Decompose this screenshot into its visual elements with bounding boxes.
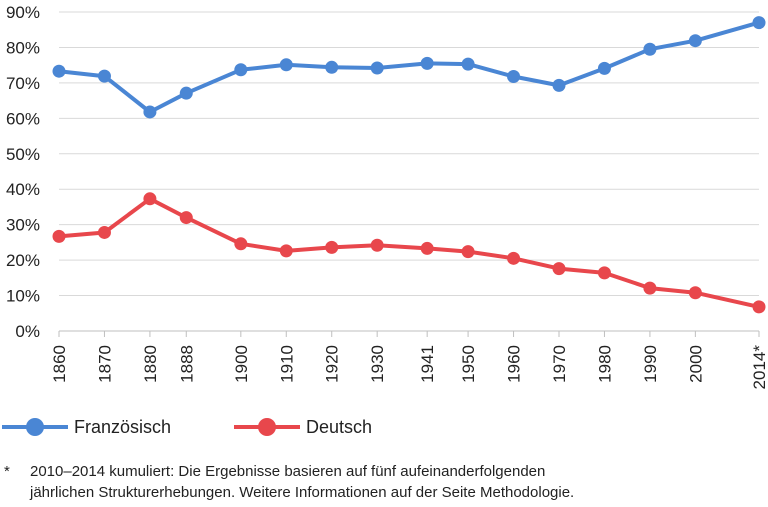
legend-label-franzoesisch: Französisch: [74, 416, 172, 437]
data-point-deutsch: [688, 286, 702, 300]
x-tick-label: 1920: [323, 345, 342, 383]
y-tick-label: 50%: [6, 145, 40, 164]
data-point-deutsch: [52, 229, 66, 243]
data-point-deutsch: [461, 245, 475, 259]
axes: [58, 330, 760, 337]
y-tick-label: 10%: [6, 287, 40, 306]
legend-item-deutsch: Deutsch: [234, 414, 372, 440]
legend-dot-deutsch: [258, 418, 276, 436]
data-point-franzoesisch: [234, 63, 248, 77]
data-point-deutsch: [143, 192, 157, 206]
data-point-franzoesisch: [325, 60, 339, 74]
data-point-deutsch: [643, 281, 657, 295]
x-tick-label: 1930: [368, 345, 387, 383]
legend-label-deutsch: Deutsch: [306, 416, 373, 437]
series-line-deutsch: [57, 196, 761, 309]
data-point-franzoesisch: [279, 58, 293, 72]
data-point-deutsch: [325, 240, 339, 254]
data-point-franzoesisch: [52, 64, 66, 78]
x-tick-label: 1860: [50, 345, 69, 383]
footnote-line-2: jährlichen Strukturerhebungen. Weitere I…: [30, 484, 575, 501]
footnote-marker: *: [4, 463, 10, 480]
data-point-franzoesisch: [97, 69, 111, 83]
data-point-franzoesisch: [420, 56, 434, 70]
line-chart: 0% 10% 20% 30% 40% 50% 60% 70% 80% 90% 1860 1870 188…: [6, 3, 768, 389]
data-point-deutsch: [370, 238, 384, 252]
footnote: * 2010–2014 kumuliert: Die Ergebnisse ba…: [4, 461, 764, 503]
tick-labels: 0% 10% 20% 30% 40% 50% 60% 70% 80% 90% 1860 1870 188…: [6, 3, 768, 389]
legend-item-franzoesisch: Französisch: [2, 414, 171, 440]
x-tick-label: 1950: [459, 345, 478, 383]
x-tick-label: 1900: [232, 345, 251, 383]
data-point-deutsch: [552, 262, 566, 276]
data-point-deutsch: [752, 300, 766, 314]
data-point-franzoesisch: [143, 105, 157, 119]
y-tick-label: 90%: [6, 3, 40, 22]
x-tick-label: 1870: [95, 345, 114, 383]
data-point-deutsch: [597, 266, 611, 280]
y-tick-label: 80%: [6, 38, 40, 57]
x-tick-label: 1980: [595, 345, 614, 383]
data-point-deutsch: [179, 211, 193, 225]
y-tick-label: 70%: [6, 74, 40, 93]
y-tick-label: 60%: [6, 109, 40, 128]
data-point-deutsch: [279, 244, 293, 258]
series-line-franzoesisch: [57, 20, 761, 114]
x-tick-label: 1960: [505, 345, 524, 383]
data-point-franzoesisch: [179, 86, 193, 100]
data-point-deutsch: [234, 237, 248, 251]
gridlines: [59, 11, 759, 297]
x-tick-label: 1990: [641, 345, 660, 383]
data-point-deutsch: [420, 241, 434, 255]
data-point-franzoesisch: [643, 42, 657, 56]
x-tick-label: 1880: [141, 345, 160, 383]
legend-marker-franzoesisch: [2, 414, 68, 440]
series-lines: [52, 16, 766, 314]
data-point-deutsch: [97, 225, 111, 239]
data-point-franzoesisch: [461, 57, 475, 71]
data-point-franzoesisch: [552, 78, 566, 92]
legend-dot-franzoesisch: [26, 418, 44, 436]
x-tick-label: 1888: [177, 345, 196, 383]
x-tick-label: 1970: [550, 345, 569, 383]
data-point-franzoesisch: [370, 61, 384, 75]
x-tick-label: 1941: [418, 345, 437, 383]
data-point-franzoesisch: [688, 34, 702, 48]
footnote-line-1: 2010–2014 kumuliert: Die Ergebnisse basi…: [30, 463, 546, 480]
data-point-franzoesisch: [507, 70, 521, 84]
x-tick-label: 2000: [686, 345, 705, 383]
legend: Französisch Deutsch: [0, 414, 768, 440]
x-tick-label: 2014*: [750, 345, 768, 390]
data-point-franzoesisch: [752, 16, 766, 30]
x-tick-label: 1910: [277, 345, 296, 383]
data-point-franzoesisch: [597, 61, 611, 75]
y-tick-label: 30%: [6, 216, 40, 235]
y-tick-label: 40%: [6, 180, 40, 199]
footnote-text: 2010–2014 kumuliert: Die Ergebnisse basi…: [30, 461, 574, 503]
y-tick-label: 0%: [15, 322, 40, 341]
y-tick-label: 20%: [6, 251, 40, 270]
data-point-deutsch: [507, 251, 521, 265]
legend-marker-deutsch: [234, 414, 300, 440]
